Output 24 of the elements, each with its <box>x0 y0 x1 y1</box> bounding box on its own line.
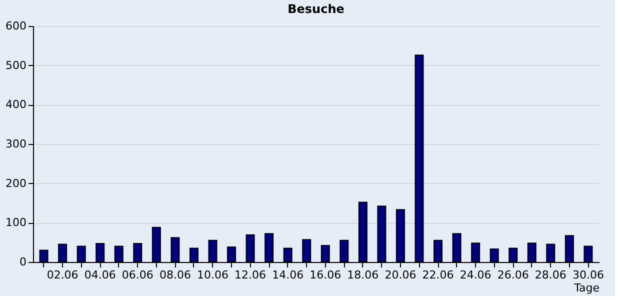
y-tick-label: 300 <box>6 138 26 150</box>
x-tick-label: 30.06 <box>572 268 604 282</box>
x-tick-label: 12.06 <box>234 268 266 282</box>
y-tick-label: 400 <box>6 98 26 112</box>
x-axis-title: Tage <box>573 282 600 294</box>
x-tick-label: 08.06 <box>159 268 191 282</box>
x-tick-label: 10.06 <box>197 268 228 282</box>
y-tick-label: 500 <box>6 58 26 72</box>
x-tick-label: 18.06 <box>347 268 379 282</box>
x-tick-label: 22.06 <box>422 268 454 282</box>
x-tick-label: 24.06 <box>460 268 492 282</box>
x-tick-label: 16.06 <box>310 268 342 282</box>
x-tick-label: 28.06 <box>534 268 566 282</box>
y-tick-label: 600 <box>6 20 26 32</box>
y-tick-label: 0 <box>20 256 26 268</box>
x-tick-label: 26.06 <box>497 268 529 282</box>
x-tick-label: 20.06 <box>384 268 416 282</box>
x-tick-label: 14.06 <box>272 268 304 282</box>
x-tick-label: 04.06 <box>84 268 116 282</box>
y-tick-label: 100 <box>6 216 26 230</box>
x-tick-label: 06.06 <box>122 268 154 282</box>
y-tick-label: 200 <box>6 176 26 190</box>
x-tick-label: 02.06 <box>46 268 78 282</box>
chart-title: Besuche <box>288 2 344 16</box>
